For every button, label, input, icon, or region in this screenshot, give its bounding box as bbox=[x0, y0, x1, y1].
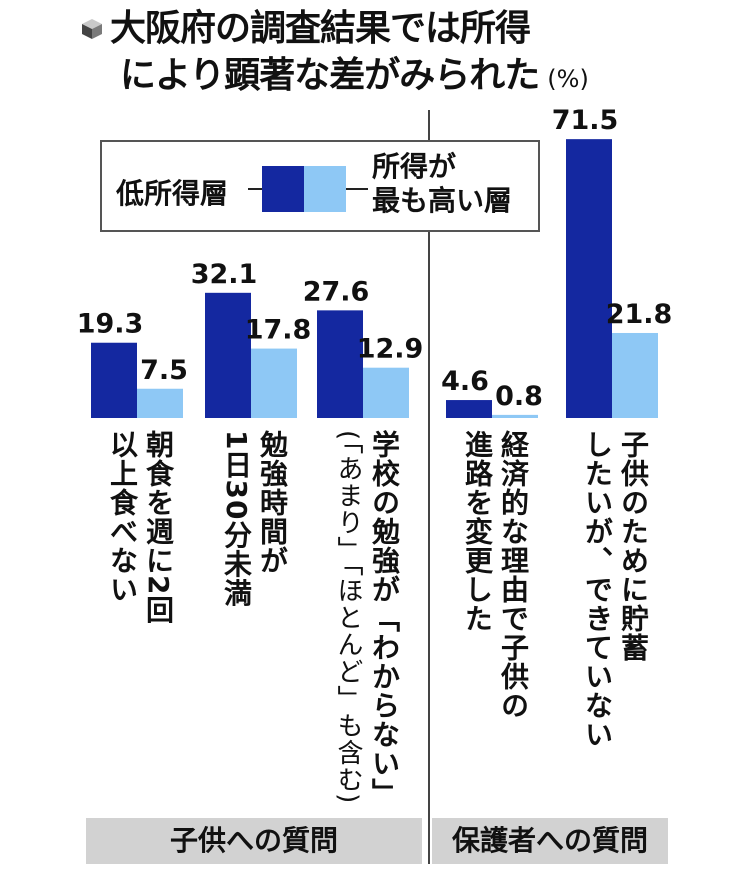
group-band-children: 子供への質問 bbox=[86, 818, 422, 864]
unit-label: (%) bbox=[547, 65, 589, 93]
legend-label-high-line-2: 最も高い層 bbox=[372, 184, 513, 217]
category-label-0-line-1: 以上食べない bbox=[106, 430, 139, 604]
category-label-0-line-0: 朝食を週に2回 bbox=[142, 430, 175, 625]
category-label-2-line-0: 学校の勉強が「わからない」 bbox=[368, 430, 401, 807]
category-label-1-line-1: 1日30分未満 bbox=[220, 430, 253, 608]
legend-swatch-high bbox=[304, 166, 346, 212]
legend-label-high: 所得が 最も高い層 bbox=[372, 150, 512, 218]
legend-tick-high bbox=[346, 188, 368, 190]
legend: 低所得層 所得が 最も高い層 bbox=[100, 140, 540, 232]
bar-high-3 bbox=[492, 414, 538, 418]
title-text-2: により顕著な差がみられた bbox=[120, 55, 540, 96]
bullet-cube-icon bbox=[80, 7, 104, 53]
value-label-low-2: 27.6 bbox=[303, 276, 370, 307]
category-label-3-line-0: 経済的な理由で子供の bbox=[497, 430, 530, 720]
title-line-1: 大阪府の調査結果では所得 bbox=[80, 6, 589, 53]
legend-swatch-low bbox=[262, 166, 304, 212]
title-block: 大阪府の調査結果では所得 により顕著な差がみられた (%) bbox=[80, 6, 589, 102]
value-label-high-1: 17.8 bbox=[245, 315, 312, 346]
legend-label-high-line-1: 所得が bbox=[372, 150, 457, 183]
value-label-high-2: 12.9 bbox=[357, 334, 424, 365]
category-label-1-line-0: 勉強時間が bbox=[256, 430, 289, 575]
bar-low-3 bbox=[446, 400, 492, 418]
title-line-2: により顕著な差がみられた (%) bbox=[80, 53, 589, 102]
bars-layer bbox=[91, 139, 658, 418]
group-band-parents: 保護者への質問 bbox=[432, 818, 668, 864]
category-label-3-line-1: 進路を変更した bbox=[461, 430, 494, 633]
category-label-4-line-1: したいが、できていない bbox=[581, 430, 614, 749]
bar-low-2 bbox=[317, 310, 363, 418]
value-label-low-3: 4.6 bbox=[441, 366, 489, 397]
legend-tick-low bbox=[248, 188, 262, 190]
bar-high-0 bbox=[137, 388, 183, 418]
value-label-low-4: 71.5 bbox=[552, 105, 619, 136]
value-label-low-0: 19.3 bbox=[77, 309, 144, 340]
category-label-2-note-0: (「あまり」「ほとんど」も含む) bbox=[333, 430, 363, 805]
title-text-1: 大阪府の調査結果では所得 bbox=[110, 8, 531, 49]
bar-high-2 bbox=[363, 367, 409, 418]
bar-low-4 bbox=[566, 139, 612, 418]
value-label-high-4: 21.8 bbox=[606, 299, 673, 330]
bar-high-1 bbox=[251, 348, 297, 418]
bar-low-1 bbox=[205, 292, 251, 418]
value-labels-layer: 19.3 7.5 32.1 17.8 27.6 12.9 4.6 0.8 71.5 21.8 bbox=[77, 105, 673, 412]
legend-label-low: 低所得層 bbox=[116, 177, 229, 210]
value-label-low-1: 32.1 bbox=[191, 259, 258, 290]
category-label-4-line-0: 子供のために貯蓄 bbox=[617, 430, 650, 662]
bar-low-0 bbox=[91, 342, 137, 418]
bar-high-4 bbox=[612, 332, 658, 418]
value-label-high-3: 0.8 bbox=[495, 381, 543, 412]
value-label-high-0: 7.5 bbox=[140, 355, 188, 386]
